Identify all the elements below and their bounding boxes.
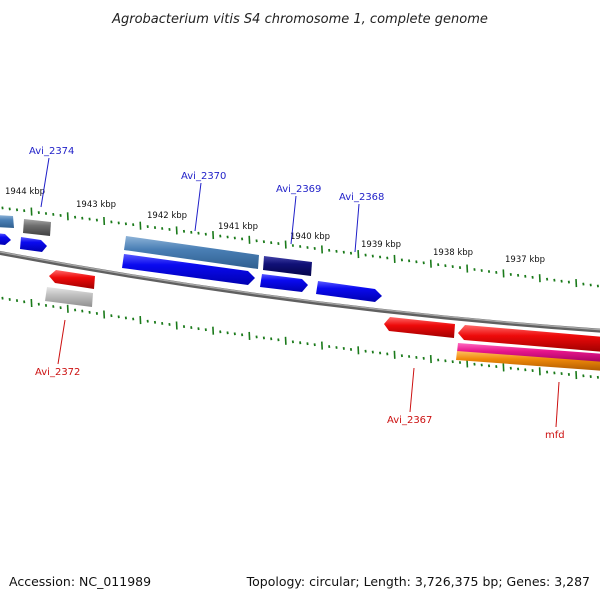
tick-label-1937: 1937 kbp — [505, 255, 545, 265]
accession-text: Accession: NC_011989 — [9, 574, 151, 589]
tick-label-1939: 1939 kbp — [361, 240, 401, 250]
leader-avi-2372 — [57, 319, 66, 365]
cds-rev-red-left[interactable] — [49, 270, 95, 289]
genome-summary-text: Topology: circular; Length: 3,726,375 bp… — [246, 574, 590, 589]
cds-avi-2368[interactable] — [316, 281, 382, 302]
backbone — [0, 250, 600, 333]
cds-avi-2367[interactable] — [384, 317, 455, 338]
tick-label-1943: 1943 kbp — [76, 200, 116, 210]
tick-label-1940: 1940 kbp — [290, 232, 330, 242]
cds-avi-2369[interactable] — [263, 256, 312, 276]
label-avi-2374[interactable]: Avi_2374 — [29, 146, 74, 157]
tick-labels: 1944 kbp 1943 kbp 1942 kbp 1941 kbp 1940… — [5, 187, 545, 265]
reverse-strand-features — [45, 270, 600, 371]
tick-label-1941: 1941 kbp — [218, 222, 258, 232]
leader-lines — [40, 157, 560, 428]
upper-tick-track — [1, 206, 599, 288]
lower-tick-track — [1, 296, 599, 380]
gene-labels: Avi_2374 Avi_2370 Avi_2369 Avi_2368 Avi_… — [29, 146, 565, 441]
leader-mfd — [555, 381, 560, 428]
label-avi-2372[interactable]: Avi_2372 — [35, 367, 80, 378]
tick-label-1938: 1938 kbp — [433, 248, 473, 258]
cds-fwd-blue-mid[interactable] — [260, 274, 308, 292]
cds-fwd-grey[interactable] — [23, 219, 51, 236]
cds-fwd-steel-left[interactable] — [0, 215, 14, 228]
cds-rev-pink[interactable] — [457, 343, 600, 363]
tick-label-1942: 1942 kbp — [147, 211, 187, 221]
leader-avi-2367 — [409, 367, 415, 413]
forward-strand-features — [0, 215, 382, 302]
cds-fwd-blue-long[interactable] — [122, 254, 255, 285]
cds-mfd[interactable] — [458, 325, 600, 352]
cds-fwd-blue-small[interactable] — [20, 237, 47, 252]
leader-avi-2370 — [194, 182, 202, 232]
label-avi-2370[interactable]: Avi_2370 — [181, 171, 226, 182]
label-avi-2367[interactable]: Avi_2367 — [387, 415, 432, 426]
label-avi-2368[interactable]: Avi_2368 — [339, 192, 384, 203]
cds-avi-2372[interactable] — [45, 287, 93, 307]
cds-rev-orange[interactable] — [456, 351, 600, 371]
leader-avi-2368 — [354, 203, 360, 253]
cds-fwd-blue-left[interactable] — [0, 233, 11, 245]
label-mfd[interactable]: mfd — [545, 430, 565, 441]
label-avi-2369[interactable]: Avi_2369 — [276, 184, 321, 195]
leader-avi-2369 — [290, 195, 297, 245]
map-title: Agrobacterium vitis S4 chromosome 1, com… — [111, 12, 488, 27]
leader-avi-2374 — [40, 157, 50, 208]
tick-label-1944: 1944 kbp — [5, 187, 45, 197]
cds-avi-2370[interactable] — [124, 236, 259, 269]
